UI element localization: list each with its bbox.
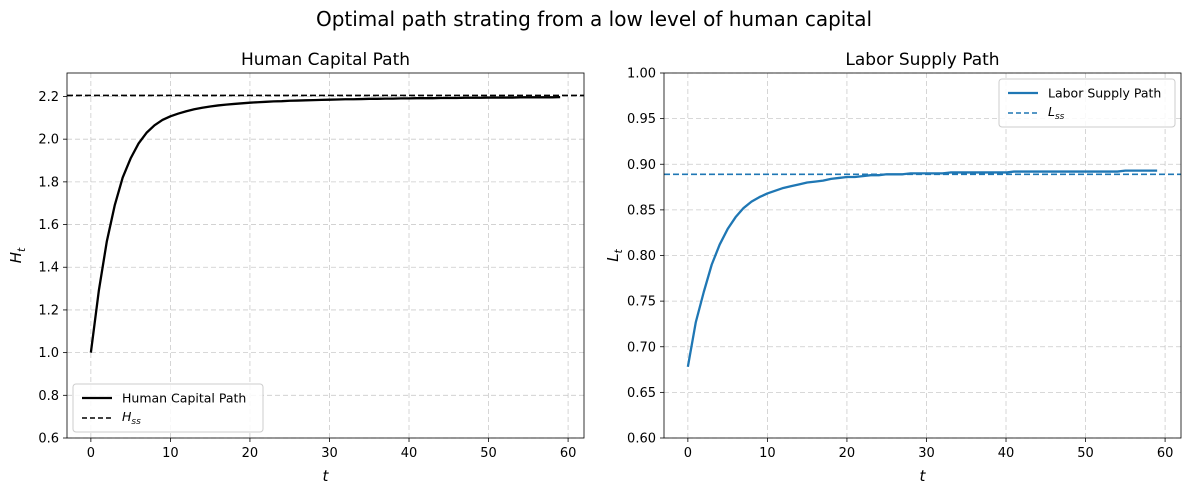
chart1-ytick-label: 0.95 [627, 112, 656, 127]
chart0-xtick-label: 10 [162, 446, 179, 461]
chart1-title: Labor Supply Path [845, 50, 999, 70]
human-capital-chart: 0 10 20 30 40 50 60 0.6 0.8 1.0 1.2 1.4 1.6 1.8 2.0 2.2… [7, 50, 585, 485]
chart0-ytick-label: 1.2 [38, 303, 59, 318]
chart1-ytick-label: 0.70 [627, 340, 656, 355]
chart0-legend-label-reference-sub: ss [131, 417, 141, 427]
chart1-legend-label-reference-sub: ss [1055, 112, 1065, 122]
chart1-ytick-label: 0.65 [627, 386, 656, 401]
chart1-legend: Labor Supply Path Lss [998, 78, 1176, 128]
chart1-legend-label-reference: Lss [1048, 104, 1065, 122]
chart1-plot-frame [663, 72, 1182, 439]
chart0-legend: Human Capital Path Hss [72, 383, 264, 433]
chart1-ylabel: Lt [604, 248, 625, 261]
chart1-legend-frame [998, 78, 1176, 128]
chart1-xtick-label: 30 [918, 446, 935, 461]
chart0-xlabel: t [323, 467, 330, 485]
chart0-ytick-label: 2.2 [38, 90, 59, 105]
chart0-ylabel-main: H [7, 252, 25, 263]
chart1-ytick-label: 0.80 [627, 249, 656, 264]
chart0-title: Human Capital Path [241, 50, 410, 70]
chart0-ytick-label: 2.0 [38, 133, 59, 148]
chart0-xtick-label: 20 [242, 446, 259, 461]
chart0-ytick-label: 0.8 [38, 389, 59, 404]
chart0-legend-label-series: Human Capital Path [122, 391, 246, 406]
figure-suptitle: Optimal path strating from a low level o… [316, 7, 872, 31]
chart1-ytick-label: 0.75 [627, 295, 656, 310]
chart0-legend-frame [72, 383, 264, 433]
chart1-xlabel: t [920, 467, 927, 485]
chart0-plot-frame [66, 72, 585, 439]
chart0-ytick-label: 1.8 [38, 175, 59, 190]
chart0-ytick-label: 1.4 [38, 261, 59, 276]
chart0-legend-label-reference: Hss [122, 409, 141, 427]
chart0-xtick-label: 0 [87, 446, 95, 461]
chart0-ytick-label: 1.6 [38, 218, 59, 233]
chart1-xtick-label: 20 [839, 446, 856, 461]
chart0-ylabel-sub: t [15, 247, 28, 252]
chart0-xtick-label: 40 [401, 446, 418, 461]
chart1-xtick-label: 40 [998, 446, 1015, 461]
chart1-ytick-label: 0.60 [627, 432, 656, 447]
chart1-ytick-label: 0.90 [627, 158, 656, 173]
chart1-xtick-label: 50 [1077, 446, 1094, 461]
chart0-ytick-label: 1.0 [38, 346, 59, 361]
labor-supply-chart: 0 10 20 30 40 50 60 0.60 0.65 0.70 0.75 0.80 0.85 0.9… [604, 50, 1182, 485]
chart1-xtick-label: 60 [1157, 446, 1174, 461]
chart0-xtick-label: 60 [560, 446, 577, 461]
chart0-xtick-label: 30 [321, 446, 338, 461]
chart0-ytick-label: 0.6 [38, 432, 59, 447]
chart1-ytick-label: 1.00 [627, 67, 656, 82]
chart1-ytick-label: 0.85 [627, 203, 656, 218]
chart1-ylabel-sub: t [612, 248, 625, 253]
chart0-series-line [89, 95, 561, 353]
chart1-legend-label-series: Labor Supply Path [1048, 86, 1161, 101]
chart1-xtick-label: 0 [684, 446, 692, 461]
chart1-series-line [686, 169, 1158, 368]
chart1-xtick-label: 10 [759, 446, 776, 461]
chart0-legend-label-reference-main: H [122, 409, 132, 424]
chart0-ylabel: Ht [7, 247, 28, 263]
chart1-ylabel-main: L [604, 253, 622, 261]
chart1-legend-label-reference-main: L [1048, 104, 1055, 119]
chart0-xtick-label: 50 [480, 446, 497, 461]
